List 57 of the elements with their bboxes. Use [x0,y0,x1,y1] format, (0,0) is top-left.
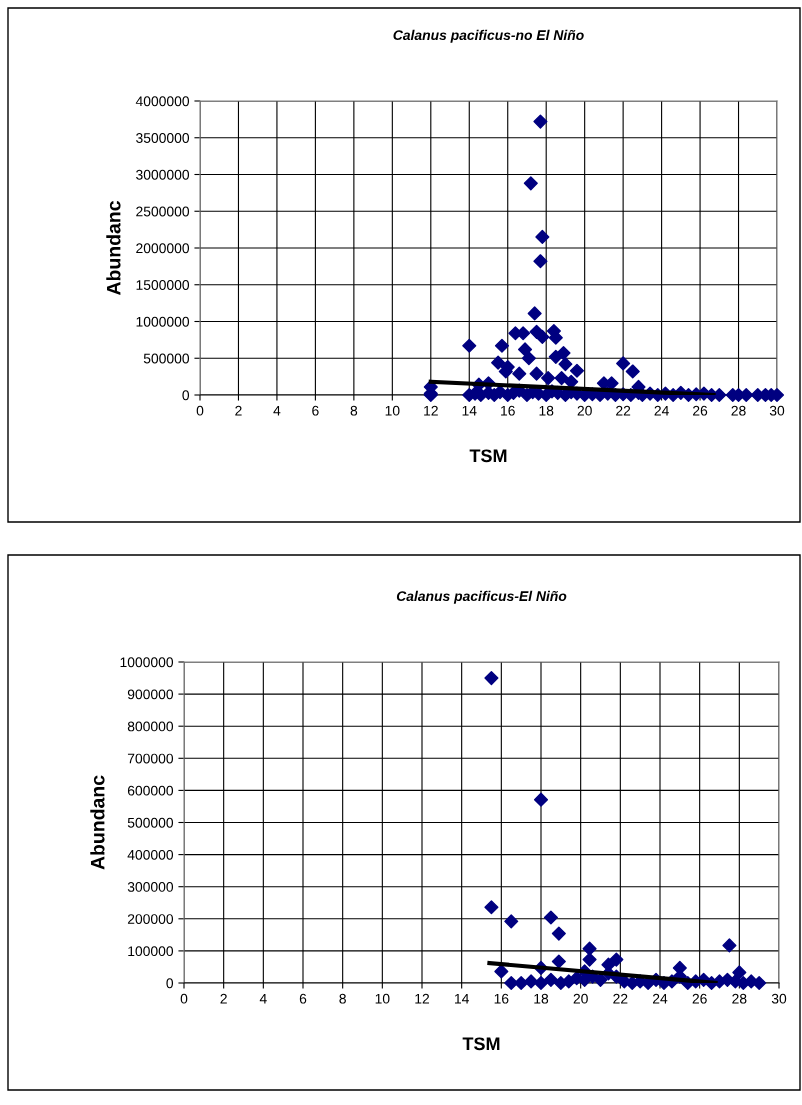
y-tick-label: 100000 [128,946,174,957]
y-tick-label: 2500000 [136,206,190,217]
x-tick-label: 28 [732,993,747,1004]
y-tick-label: 600000 [127,785,174,796]
x-tick-label: 22 [613,993,628,1004]
y-tick-label: 0 [166,978,174,989]
x-tick-label: 4 [259,993,267,1004]
chart-title: Calanus pacificus-no El Niño [393,29,584,43]
x-tick-label: 18 [534,993,549,1004]
y-tick-label: 800000 [127,721,174,732]
y-axis-title: Abundanc [106,201,121,296]
x-tick-label: 18 [539,405,554,416]
y-tick-label: 200000 [127,914,174,924]
y-tick-label: 1000000 [120,657,174,668]
x-tick-label: 4 [273,405,281,416]
y-tick-label: 700000 [127,753,174,764]
x-axis-title: TSM [469,449,507,463]
x-tick-label: 14 [455,993,469,1004]
x-tick-label: 8 [350,405,358,416]
x-tick-label: 10 [385,405,400,416]
x-tick-label: 28 [731,405,746,416]
x-tick-label: 10 [375,993,390,1004]
x-tick-label: 12 [415,993,430,1004]
x-tick-label: 0 [196,405,204,416]
x-tick-label: 16 [501,405,515,416]
y-tick-label: 3000000 [136,169,190,180]
x-tick-label: 26 [693,405,708,416]
y-tick-label: 3500000 [136,133,190,143]
y-tick-label: 4000000 [135,96,190,107]
x-tick-label: 16 [494,993,509,1004]
x-tick-label: 24 [654,405,669,416]
y-axis-title: Abundanc [90,775,105,870]
y-tick-label: 0 [182,390,190,401]
y-tick-label: 400000 [127,849,174,860]
y-tick-label: 1000000 [136,316,190,327]
x-tick-label: 24 [652,993,668,1004]
y-tick-label: 2000000 [136,243,190,254]
x-tick-label: 6 [312,405,319,416]
x-tick-label: 8 [339,993,346,1004]
x-tick-label: 2 [220,993,227,1004]
x-tick-label: 20 [573,993,588,1004]
x-tick-label: 20 [577,405,592,416]
chart-title: Calanus pacificus-El Niño [396,590,567,604]
y-tick-label: 900000 [127,689,174,700]
x-tick-label: 6 [299,993,307,1004]
x-tick-label: 22 [616,405,631,416]
x-tick-label: 2 [235,405,242,416]
x-tick-label: 30 [771,993,787,1004]
y-tick-label: 500000 [127,817,174,828]
x-tick-label: 14 [462,405,477,416]
x-tick-label: 30 [769,405,785,416]
y-tick-label: 300000 [127,882,174,892]
x-tick-label: 26 [692,993,707,1004]
x-tick-label: 12 [424,405,438,416]
x-axis-title: TSM [462,1037,500,1051]
y-tick-label: 500000 [143,353,190,364]
y-tick-label: 1500000 [136,280,190,290]
